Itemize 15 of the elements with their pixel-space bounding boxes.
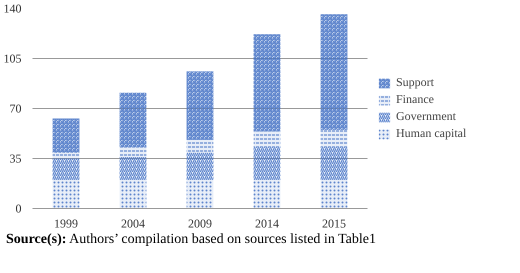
y-tick-label: 70: [10, 102, 22, 116]
x-tick-label: 2014: [255, 216, 279, 230]
x-tick-label: 1999: [54, 216, 78, 230]
y-tick-label: 35: [10, 152, 22, 166]
x-tick-label: 2004: [121, 216, 145, 230]
y-tick-label: 105: [4, 52, 22, 66]
legend-label: Finance: [396, 92, 434, 107]
x-tick-label: 2009: [188, 216, 212, 230]
legend-label: Support: [396, 75, 434, 90]
x-tick-label: 2015: [322, 216, 346, 230]
legend-label: Human capital: [396, 126, 466, 141]
legend-label: Government: [396, 109, 456, 124]
source-note: Source(s): Authors’ compilation based on sources listed in Table1: [6, 231, 376, 249]
y-tick-label: 140: [4, 2, 22, 16]
y-tick-label: 0: [16, 202, 22, 216]
